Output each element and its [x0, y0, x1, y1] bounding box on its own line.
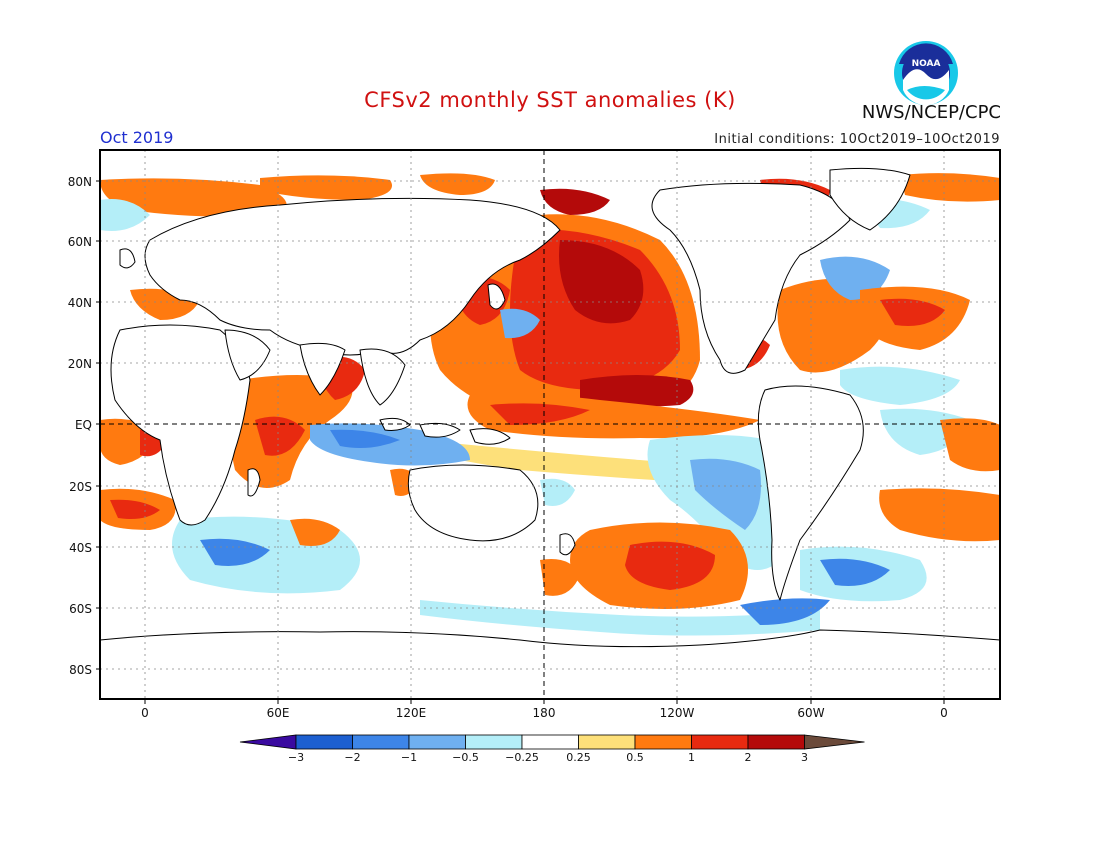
colorbar-arrow-high — [804, 734, 865, 750]
greenland — [829, 167, 911, 231]
anomaly-field — [100, 150, 1000, 699]
lat-label: 20S — [69, 480, 92, 494]
lon-label: 0 — [141, 706, 149, 720]
colorbar-tick-label: 0.5 — [626, 751, 644, 764]
noaa-logo-text: NOAA — [912, 59, 941, 69]
lat-label: 80S — [69, 663, 92, 677]
colorbar-bin — [295, 734, 353, 750]
colorbar — [239, 734, 865, 750]
colorbar-tick-label: 2 — [745, 751, 752, 764]
colorbar-arrow-low — [239, 734, 297, 750]
antarctica — [100, 629, 1000, 699]
colorbar-tick-label: 0.25 — [566, 751, 591, 764]
lat-label: 80N — [68, 175, 92, 189]
valid-month-label: Oct 2019 — [100, 128, 174, 147]
colorbar-tick-label: 3 — [801, 751, 808, 764]
longitude-labels: 0 60E 120E 180 120W 60W 0 — [141, 706, 948, 720]
colorbar-bin — [747, 734, 805, 750]
lat-label: 20N — [68, 357, 92, 371]
map-title: CFSv2 monthly SST anomalies (K) — [364, 88, 736, 112]
colorbar-bin — [352, 734, 410, 750]
colorbar-tick-label: −0.5 — [452, 751, 479, 764]
lon-label: 0 — [940, 706, 948, 720]
colorbar-bin — [691, 734, 749, 750]
colorbar-tick-label: 1 — [688, 751, 695, 764]
lon-label: 60E — [267, 706, 290, 720]
colorbar-bin — [521, 734, 579, 750]
lat-label: 40N — [68, 296, 92, 310]
latitude-labels: 80N 60N 40N 20N EQ 20S 40S 60S 80S — [68, 175, 92, 677]
australia — [407, 464, 539, 542]
colorbar-bin — [408, 734, 466, 750]
colorbar-bin — [634, 734, 692, 750]
lon-label: 120W — [660, 706, 695, 720]
agency-label: NWS/NCEP/CPC — [861, 102, 1001, 123]
north-america — [651, 182, 851, 374]
lat-label: 40S — [69, 541, 92, 555]
africa — [110, 324, 251, 526]
lat-label: 60N — [68, 235, 92, 249]
lon-label: 120E — [396, 706, 427, 720]
noaa-logo-icon: NOAA — [894, 41, 958, 106]
lon-label: 60W — [797, 706, 824, 720]
land-masses — [100, 167, 1000, 699]
initial-conditions-label: Initial conditions: 10Oct2019–10Oct2019 — [714, 132, 1000, 147]
india — [299, 342, 346, 396]
eurasia — [144, 197, 561, 356]
map-grid — [100, 150, 1000, 699]
colorbar-labels: −3 −2 −1 −0.5 −0.25 0.25 0.5 1 2 3 — [288, 751, 808, 764]
lat-label: 60S — [69, 602, 92, 616]
colorbar-tick-label: −2 — [344, 751, 360, 764]
colorbar-bin — [465, 734, 523, 750]
lon-label: 180 — [533, 706, 556, 720]
lat-label: EQ — [75, 418, 92, 432]
colorbar-tick-label: −0.25 — [505, 751, 539, 764]
colorbar-tick-label: −1 — [401, 751, 417, 764]
colorbar-tick-label: −3 — [288, 751, 304, 764]
colorbar-bin — [578, 734, 636, 750]
